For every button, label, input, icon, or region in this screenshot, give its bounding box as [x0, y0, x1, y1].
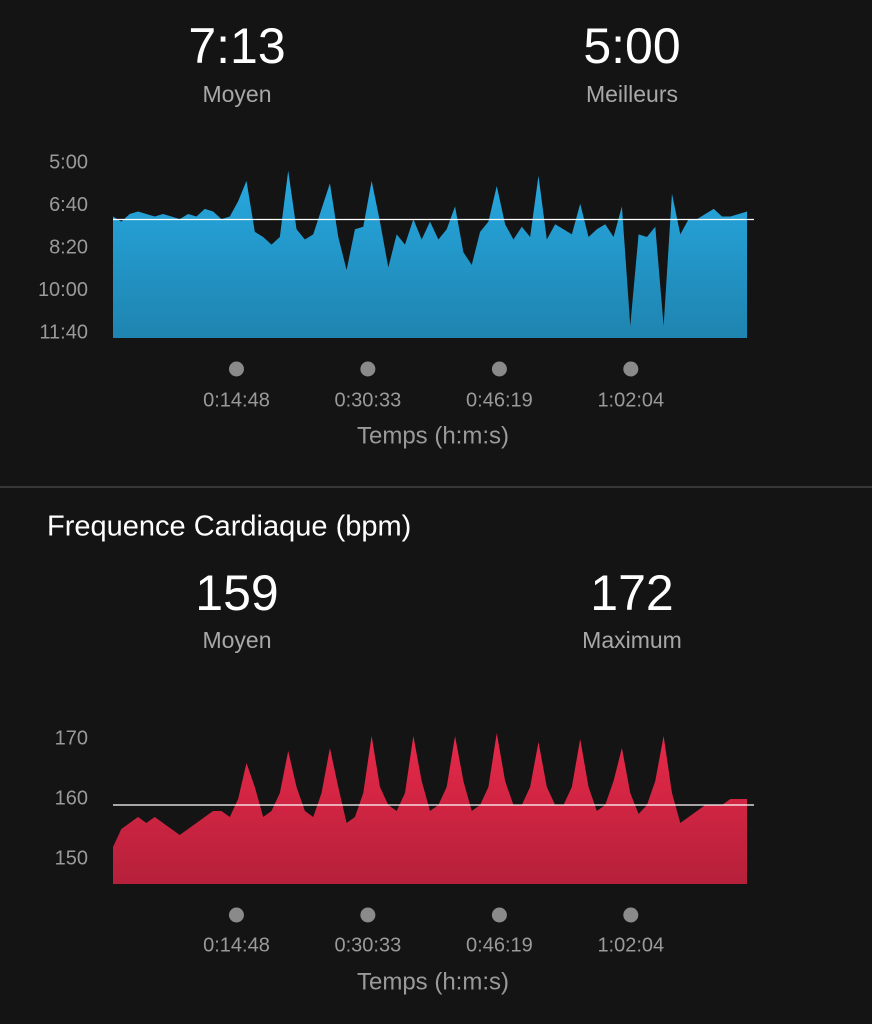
y-tick-label: 5:00 [49, 151, 88, 173]
y-tick-label: 6:40 [49, 194, 88, 216]
x-tick-label: 0:14:48 [203, 934, 270, 956]
pace-average: 7:13 [188, 18, 285, 74]
x-tick-dot [623, 361, 639, 377]
y-tick-label: 8:20 [49, 236, 88, 258]
x-axis-title: Temps (h:m:s) [357, 422, 509, 449]
x-tick-dot [491, 907, 507, 923]
y-tick-label: 160 [55, 787, 88, 809]
pace-best: 5:00 [583, 18, 680, 74]
x-tick-dot [228, 907, 244, 923]
area-shade [113, 170, 748, 338]
x-tick-label: 0:30:33 [335, 934, 402, 956]
x-tick-label: 0:46:19 [466, 934, 533, 956]
x-axis-title: Temps (h:m:s) [357, 968, 509, 995]
hr-average-label: Moyen [202, 627, 271, 653]
area-shade [113, 733, 748, 884]
y-tick-label: 170 [55, 727, 88, 749]
hr-maximum: 172 [590, 565, 673, 621]
x-tick-label: 0:30:33 [335, 389, 402, 411]
x-tick-label: 0:14:48 [203, 389, 270, 411]
y-tick-label: 150 [55, 847, 88, 869]
hr-average: 159 [195, 565, 278, 621]
pace-average-label: Moyen [202, 81, 271, 107]
x-tick-dot [228, 361, 244, 377]
y-tick-label: 11:40 [39, 321, 88, 343]
x-tick-label: 1:02:04 [597, 389, 664, 411]
y-tick-label: 10:00 [38, 279, 88, 301]
x-tick-dot [491, 361, 507, 377]
x-tick-dot [360, 907, 376, 923]
x-tick-label: 0:46:19 [466, 389, 533, 411]
chart-title: Frequence Cardiaque (bpm) [47, 511, 411, 543]
x-tick-dot [360, 361, 376, 377]
x-tick-dot [623, 907, 639, 923]
hr-maximum-label: Maximum [582, 627, 682, 653]
pace-best-label: Meilleurs [586, 81, 678, 107]
x-tick-label: 1:02:04 [597, 934, 664, 956]
